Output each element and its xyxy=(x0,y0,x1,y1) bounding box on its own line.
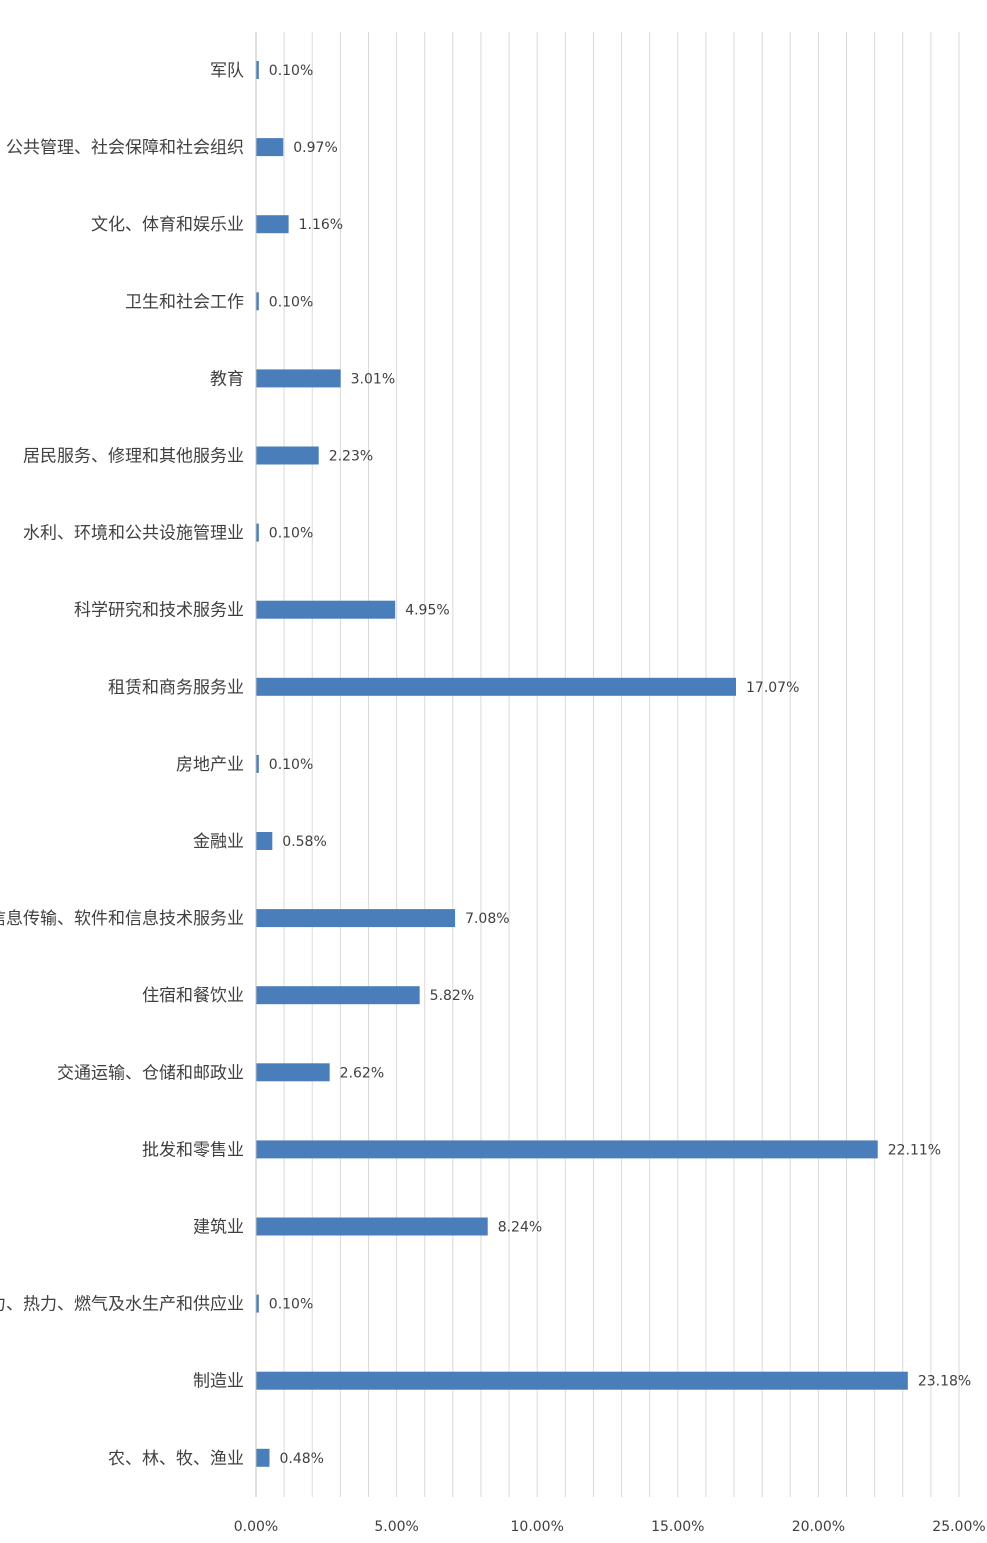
x-tick-labels: 0.00% 5.00% 10.00% 15.00% 20.00% 25.00% xyxy=(234,1519,986,1535)
data-label: 1.16% xyxy=(299,217,343,233)
category-label: 文化、体育和娱乐业 xyxy=(91,215,244,235)
data-label: 7.08% xyxy=(465,911,509,927)
data-label: 17.07% xyxy=(746,680,799,696)
category-label: 租赁和商务服务业 xyxy=(108,678,244,698)
category-label: 信息传输、软件和信息技术服务业 xyxy=(0,909,244,929)
bar xyxy=(256,1294,259,1313)
bar xyxy=(256,61,259,79)
data-label: 0.10% xyxy=(269,1297,313,1313)
bar xyxy=(256,523,259,542)
bars xyxy=(256,61,908,1467)
data-label: 3.01% xyxy=(351,371,395,387)
bar xyxy=(256,1063,330,1082)
category-label: 电力、热力、燃气及水生产和供应业 xyxy=(0,1295,244,1315)
data-label: 0.10% xyxy=(269,757,313,773)
bar xyxy=(256,1371,908,1390)
data-label: 22.11% xyxy=(888,1142,941,1158)
bar xyxy=(256,1140,878,1159)
category-label: 水利、环境和公共设施管理业 xyxy=(23,524,244,544)
category-label: 房地产业 xyxy=(176,755,244,775)
data-labels: 0.10% 0.97% 1.16% 0.10% 3.01% 2.23% 0.10% 4.95%… xyxy=(269,63,971,1467)
category-label: 交通运输、仓储和邮政业 xyxy=(57,1063,244,1083)
x-tick-label: 10.00% xyxy=(511,1519,564,1535)
bar xyxy=(256,292,259,311)
data-label: 0.58% xyxy=(282,834,326,850)
category-label: 公共管理、社会保障和社会组织 xyxy=(6,138,244,158)
category-label: 住宿和餐饮业 xyxy=(142,986,244,1006)
category-label: 建筑业 xyxy=(193,1218,244,1238)
x-tick-label: 0.00% xyxy=(234,1519,278,1535)
bar xyxy=(256,446,319,465)
bar xyxy=(256,138,284,157)
grid-lines xyxy=(255,32,960,1497)
data-label: 0.10% xyxy=(269,294,313,310)
bar xyxy=(256,215,289,234)
data-label: 0.48% xyxy=(279,1451,323,1467)
category-label: 居民服务、修理和其他服务业 xyxy=(23,447,244,467)
category-label: 教育 xyxy=(210,369,244,389)
category-label: 制造业 xyxy=(193,1372,244,1392)
bar xyxy=(256,832,273,850)
category-label: 科学研究和技术服务业 xyxy=(74,601,244,621)
data-label: 5.82% xyxy=(430,988,474,1004)
data-label: 2.23% xyxy=(329,449,373,465)
data-label: 8.24% xyxy=(498,1220,542,1236)
data-label: 2.62% xyxy=(340,1065,384,1081)
bar xyxy=(256,677,737,696)
bar xyxy=(256,754,259,773)
data-label: 0.97% xyxy=(293,140,337,156)
category-label: 农、林、牧、渔业 xyxy=(108,1449,244,1469)
bar xyxy=(256,600,396,619)
bar xyxy=(256,1217,488,1236)
category-labels: 军队公共管理、社会保障和社会组织文化、体育和娱乐业卫生和社会工作教育居民服务、修… xyxy=(0,61,244,1469)
data-label: 4.95% xyxy=(405,603,449,619)
bar xyxy=(256,986,420,1005)
category-label: 金融业 xyxy=(193,832,244,852)
data-label: 0.10% xyxy=(269,63,313,79)
x-tick-label: 15.00% xyxy=(651,1519,704,1535)
bar xyxy=(256,1448,270,1467)
x-tick-label: 5.00% xyxy=(374,1519,418,1535)
data-label: 23.18% xyxy=(918,1374,971,1390)
category-label: 军队 xyxy=(210,61,244,81)
category-label: 卫生和社会工作 xyxy=(125,292,244,312)
category-label: 批发和零售业 xyxy=(142,1140,244,1160)
x-tick-label: 20.00% xyxy=(792,1519,845,1535)
data-label: 0.10% xyxy=(269,526,313,542)
x-tick-label: 25.00% xyxy=(932,1519,985,1535)
bar xyxy=(256,369,341,388)
bar xyxy=(256,909,456,928)
